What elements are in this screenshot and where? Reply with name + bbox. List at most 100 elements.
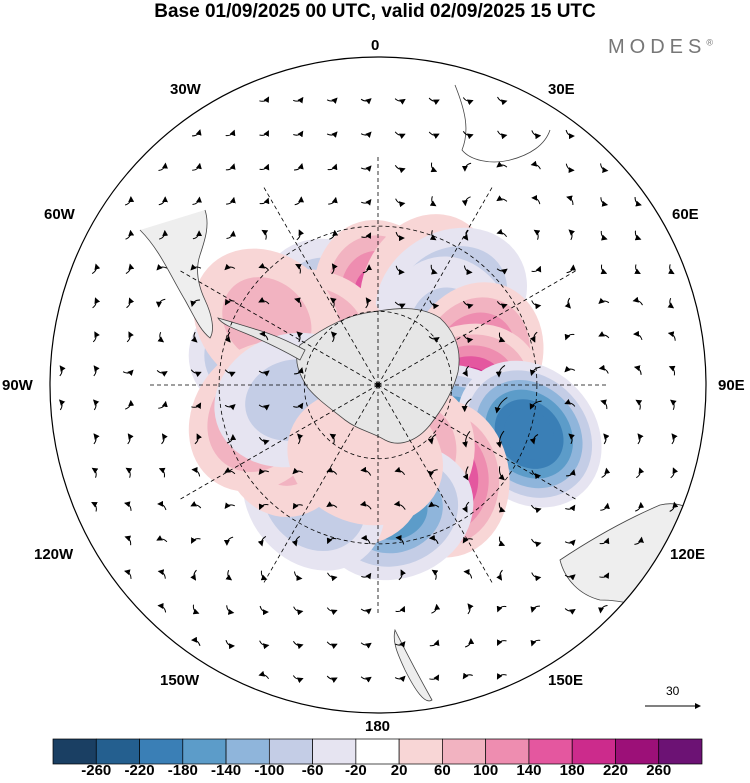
wind-arrow bbox=[633, 330, 643, 341]
wind-arrow bbox=[467, 603, 474, 615]
wind-arrow bbox=[259, 163, 270, 171]
wind-arrow bbox=[156, 370, 168, 377]
wind-arrow bbox=[667, 331, 676, 341]
wind-arrow bbox=[496, 195, 508, 202]
map-title: Base 01/09/2025 00 UTC, valid 02/09/2025… bbox=[154, 1, 596, 22]
wind-arrow bbox=[600, 264, 608, 275]
wind-arrow bbox=[530, 504, 542, 514]
colorbar-tick-label: 140 bbox=[516, 762, 542, 779]
wind-arrow bbox=[598, 364, 609, 374]
wind-arrow bbox=[259, 96, 270, 104]
wind-arrow bbox=[529, 366, 541, 376]
wind-arrow bbox=[634, 196, 642, 207]
wind-arrow bbox=[669, 501, 679, 512]
wind-arrow bbox=[360, 676, 372, 683]
wind-arrow bbox=[360, 199, 372, 206]
wind-arrow bbox=[224, 369, 236, 378]
wind-arrow bbox=[261, 229, 269, 240]
wind-arrow bbox=[428, 131, 440, 139]
wind-arrow bbox=[293, 402, 304, 410]
wind-arrow bbox=[568, 229, 575, 241]
wind-arrow bbox=[395, 265, 405, 276]
wind-arrow bbox=[224, 331, 231, 343]
wind-arrow bbox=[93, 399, 100, 411]
wind-arrow bbox=[359, 500, 372, 510]
wind-arrow bbox=[394, 131, 406, 140]
wind-arrow bbox=[429, 230, 437, 241]
wind-arrow bbox=[326, 131, 338, 138]
wind-arrow bbox=[496, 161, 508, 168]
wind-arrow bbox=[191, 537, 201, 544]
wind-arrow bbox=[564, 365, 576, 373]
wind-arrow bbox=[190, 299, 201, 307]
wind-arrow bbox=[161, 433, 168, 445]
wind-arrow bbox=[462, 501, 470, 513]
wind-arrow bbox=[93, 433, 100, 445]
meridian-line bbox=[377, 384, 494, 586]
wind-arrow bbox=[330, 331, 338, 343]
wind-arrow bbox=[600, 163, 609, 173]
wind-arrow bbox=[297, 433, 304, 445]
wind-arrow bbox=[326, 641, 338, 650]
wind-arrow bbox=[531, 265, 542, 273]
colorbar-swatch bbox=[355, 738, 400, 765]
lon-label-0: 0 bbox=[371, 37, 380, 54]
wind-arrow bbox=[667, 297, 675, 309]
wind-arrow bbox=[158, 400, 168, 409]
wind-arrow bbox=[192, 196, 202, 205]
wind-arrow bbox=[529, 434, 539, 445]
wind-arrow bbox=[157, 569, 166, 579]
wind-arrow bbox=[326, 97, 338, 104]
wind-arrow bbox=[259, 605, 269, 616]
wind-arrow bbox=[564, 398, 576, 407]
wind-arrow bbox=[464, 638, 475, 648]
wind-vectors bbox=[59, 96, 679, 684]
wind-arrow bbox=[564, 574, 576, 581]
wind-arrow bbox=[498, 536, 506, 547]
wind-arrow bbox=[394, 675, 406, 683]
wind-arrow bbox=[191, 402, 202, 410]
lon-label-180: 180 bbox=[365, 718, 391, 735]
wind-arrow bbox=[292, 502, 303, 510]
wind-arrow bbox=[360, 608, 372, 615]
wind-arrow bbox=[428, 534, 439, 544]
wind-arrow bbox=[530, 639, 541, 647]
wind-arrow bbox=[124, 501, 132, 511]
wind-arrow bbox=[326, 537, 337, 545]
lon-label-150w: 150W bbox=[160, 672, 200, 689]
wind-arrow bbox=[361, 572, 372, 580]
wind-arrow bbox=[192, 230, 203, 240]
new-zealand-coast bbox=[393, 628, 433, 702]
wind-arrow bbox=[125, 229, 135, 240]
wind-arrow bbox=[59, 365, 66, 377]
parallel-circle bbox=[303, 310, 453, 460]
wind-arrow bbox=[462, 97, 474, 106]
wind-arrow bbox=[124, 196, 135, 206]
reference-vector-value: 30 bbox=[666, 684, 680, 698]
wind-arrow bbox=[326, 675, 338, 683]
wind-arrow bbox=[635, 399, 643, 410]
wind-arrow bbox=[158, 467, 166, 478]
colorbar-swatch bbox=[182, 738, 227, 765]
wind-arrow bbox=[92, 331, 100, 343]
wind-arrow bbox=[292, 467, 304, 475]
meridian-line bbox=[177, 384, 379, 501]
wind-arrow bbox=[224, 404, 236, 411]
wind-arrow bbox=[564, 333, 575, 341]
wind-arrow bbox=[258, 262, 270, 271]
meridian-line bbox=[377, 384, 579, 501]
wind-arrow bbox=[637, 433, 644, 445]
map-border bbox=[49, 56, 707, 714]
wind-arrow bbox=[329, 433, 337, 444]
wind-arrow bbox=[394, 301, 406, 309]
colorbar-swatch bbox=[485, 738, 530, 765]
wind-arrow bbox=[428, 501, 440, 508]
wind-arrow bbox=[93, 365, 100, 377]
wind-arrow bbox=[292, 675, 304, 684]
wind-arrow bbox=[395, 231, 405, 242]
wind-arrow bbox=[226, 196, 236, 205]
wind-arrow bbox=[190, 264, 202, 271]
wind-arrow bbox=[530, 605, 541, 613]
